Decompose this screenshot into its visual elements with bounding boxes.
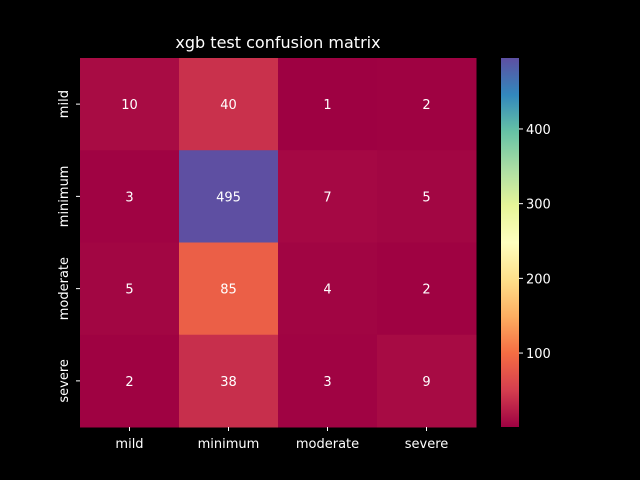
heatmap-cell [278,58,378,151]
heatmap-cell [80,150,180,243]
heatmap-cell [377,58,477,151]
cell-value-label: 3 [125,190,133,205]
cell-value-label: 3 [323,375,331,390]
heatmap-cell [80,334,180,428]
y-tick-label: severe [57,359,72,403]
x-axis: mild minimum moderate severe [115,427,448,452]
cell-value-label: 2 [422,98,430,113]
heatmap-cell [377,150,477,243]
colorbar-gradient [501,58,519,427]
cell-value-label: 40 [220,98,237,113]
y-axis: mild minimum moderate severe [57,90,80,403]
colorbar-tick-label: 200 [526,272,551,287]
heatmap-cell [179,334,279,428]
heatmap-cell [80,58,180,151]
heatmap-cell [80,242,180,336]
heatmap-cell [179,150,279,243]
x-tick-label: mild [115,437,143,452]
cell-value-label: 2 [422,283,430,298]
cell-value-label: 38 [220,375,237,390]
cell-value-label: 1 [323,98,331,113]
y-tick-label: mild [57,90,72,118]
heatmap-cell [278,242,378,336]
heatmap-cell [179,242,279,336]
cell-value-label: 495 [216,190,241,205]
cell-value-label: 10 [121,98,138,113]
cell-value-label: 5 [422,190,430,205]
y-tick-label: minimum [57,166,72,228]
colorbar: 100 200 300 400 [501,58,551,427]
cell-value-label: 5 [125,283,133,298]
heatmap-cell [278,334,378,428]
colorbar-tick-label: 100 [526,347,551,362]
x-tick-label: moderate [296,437,359,452]
heatmap-cell [377,334,477,428]
heatmap-cell-labels: 10 40 1 2 3 495 7 5 5 85 4 2 2 38 3 9 [121,98,430,390]
heatmap-cells [80,58,477,428]
cell-value-label: 85 [220,283,237,298]
heatmap-cell [179,58,279,151]
colorbar-tick-label: 300 [526,198,551,213]
chart-title: xgb test confusion matrix [175,33,380,52]
cell-value-label: 7 [323,190,331,205]
cell-value-label: 9 [422,375,430,390]
y-tick-label: moderate [57,257,72,320]
cell-value-label: 4 [323,283,331,298]
x-tick-label: severe [405,437,449,452]
x-tick-label: minimum [198,437,260,452]
heatmap-cell [278,150,378,243]
cell-value-label: 2 [125,375,133,390]
colorbar-tick-label: 400 [526,123,551,138]
heatmap-cell [377,242,477,336]
